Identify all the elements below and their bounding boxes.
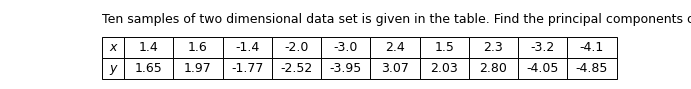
Bar	[468, 58, 518, 78]
Text: -2.0: -2.0	[284, 41, 309, 54]
Text: -2.52: -2.52	[281, 62, 312, 75]
Bar	[173, 37, 223, 58]
Bar	[370, 58, 419, 78]
Text: 1.5: 1.5	[434, 41, 454, 54]
Text: 1.65: 1.65	[135, 62, 162, 75]
Bar	[518, 58, 567, 78]
Bar	[567, 37, 616, 58]
Text: -3.95: -3.95	[330, 62, 362, 75]
Bar	[272, 58, 321, 78]
Bar	[468, 37, 518, 58]
Bar	[124, 37, 173, 58]
Text: 2.3: 2.3	[484, 41, 503, 54]
Bar	[567, 58, 616, 78]
Text: y: y	[110, 62, 117, 75]
Text: -4.05: -4.05	[527, 62, 559, 75]
Text: -1.4: -1.4	[235, 41, 259, 54]
Text: -4.85: -4.85	[576, 62, 608, 75]
Bar	[321, 37, 370, 58]
Text: -1.77: -1.77	[231, 62, 263, 75]
Text: 2.80: 2.80	[480, 62, 507, 75]
Text: 3.07: 3.07	[381, 62, 409, 75]
Text: 2.4: 2.4	[385, 41, 405, 54]
Bar	[173, 58, 223, 78]
Text: 1.97: 1.97	[184, 62, 211, 75]
Bar	[102, 37, 124, 58]
Text: 1.6: 1.6	[188, 41, 208, 54]
Text: -4.1: -4.1	[580, 41, 604, 54]
Bar	[419, 37, 468, 58]
Bar	[272, 37, 321, 58]
Text: x: x	[110, 41, 117, 54]
Text: 1.4: 1.4	[139, 41, 158, 54]
Bar	[518, 37, 567, 58]
Text: -3.2: -3.2	[531, 41, 555, 54]
Text: 2.03: 2.03	[430, 62, 458, 75]
Bar	[321, 58, 370, 78]
Bar	[223, 37, 272, 58]
Text: -3.0: -3.0	[334, 41, 358, 54]
Bar	[223, 58, 272, 78]
Bar	[370, 37, 419, 58]
Bar	[124, 58, 173, 78]
Text: Ten samples of two dimensional data set is given in the table. Find the principa: Ten samples of two dimensional data set …	[102, 13, 691, 26]
Bar	[419, 58, 468, 78]
Bar	[102, 58, 124, 78]
